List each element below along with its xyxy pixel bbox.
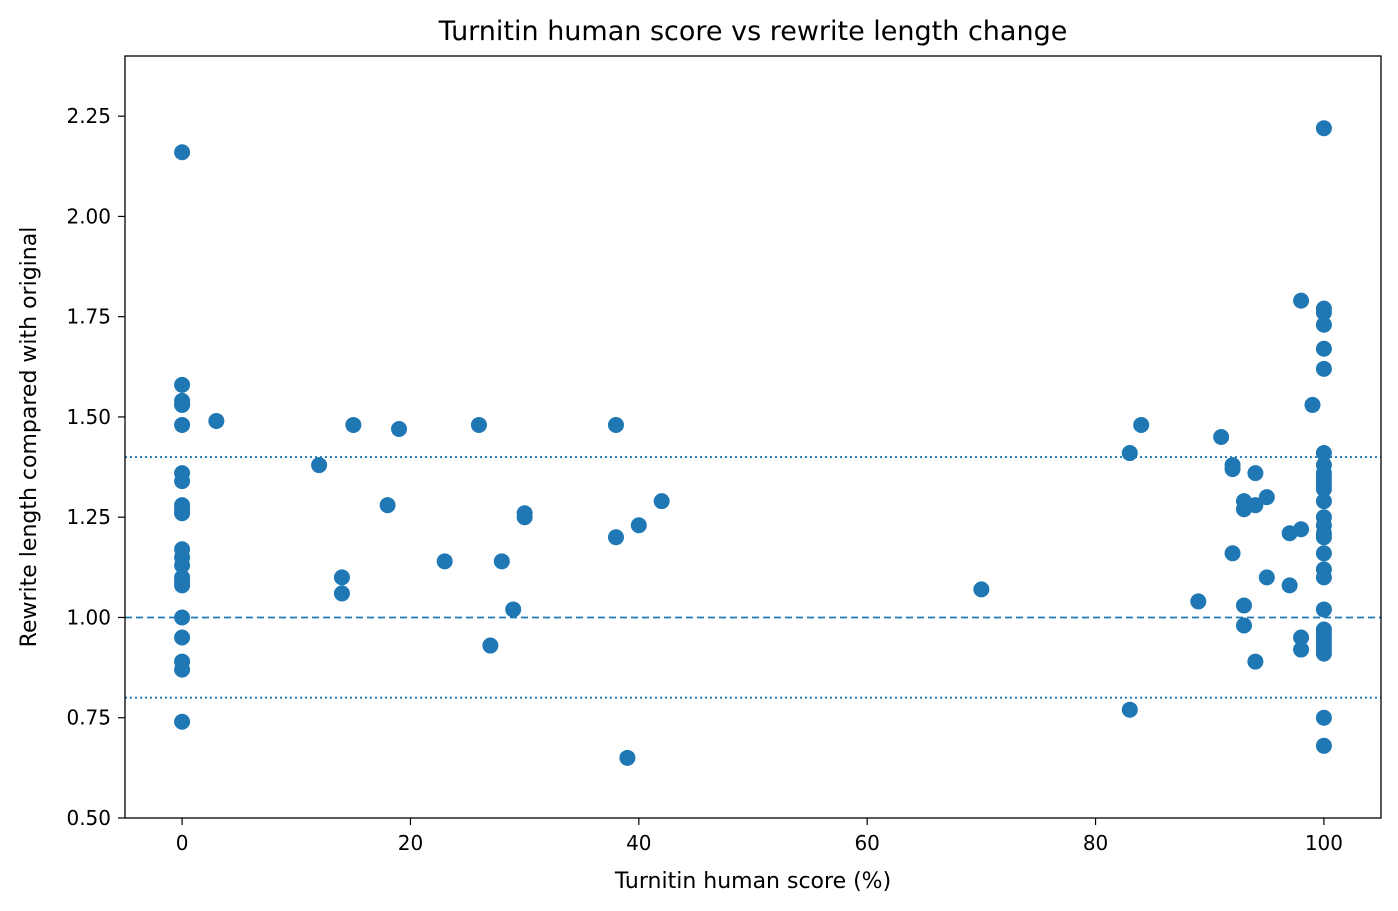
data-point [174,505,191,522]
data-point [1315,737,1332,754]
data-point [1293,521,1310,538]
data-point [1121,445,1138,462]
y-axis-label: Rewrite length compared with original [17,227,42,648]
data-point [1224,545,1241,562]
data-point [1315,493,1332,510]
data-point [493,553,510,570]
data-point [174,713,191,730]
data-point [1315,529,1332,546]
x-tick-label: 20 [398,831,423,855]
data-point [607,416,624,433]
data-point [630,517,647,534]
y-tick-label: 1.50 [66,405,111,429]
y-tick-label: 1.00 [66,605,111,629]
data-point [1293,629,1310,646]
data-point [391,420,408,437]
data-point [1247,465,1264,482]
x-tick-label: 100 [1305,831,1343,855]
data-point [1190,593,1207,610]
data-point [1293,292,1310,309]
y-tick-label: 1.75 [66,305,111,329]
data-point [1315,477,1332,494]
data-point [1235,617,1252,634]
data-point [174,144,191,161]
data-point [333,569,350,586]
data-point [470,416,487,433]
data-point [174,396,191,413]
x-tick-label: 0 [176,831,189,855]
y-tick-label: 0.50 [66,806,111,830]
plot-frame [124,55,1382,819]
data-point [1235,597,1252,614]
data-point [1315,120,1332,137]
data-point [174,609,191,626]
data-point [174,629,191,646]
x-tick-label: 80 [1083,831,1108,855]
data-points [174,120,1332,766]
data-point [516,509,533,526]
data-point [1304,396,1321,413]
data-point [174,661,191,678]
x-tick-label: 40 [626,831,651,855]
data-point [505,601,522,618]
x-axis-label: Turnitin human score (%) [614,869,891,894]
data-point [174,577,191,594]
data-point [174,473,191,490]
data-point [311,457,328,474]
data-point [1315,304,1332,321]
data-point [1315,569,1332,586]
data-point [1247,653,1264,670]
chart-title: Turnitin human score vs rewrite length c… [438,16,1068,47]
data-point [1315,601,1332,618]
data-point [1247,497,1264,514]
data-point [174,376,191,393]
data-point [482,637,499,654]
data-point [379,497,396,514]
data-point [1121,701,1138,718]
data-point [345,416,362,433]
data-point [436,553,453,570]
data-point [1258,569,1275,586]
data-point [1315,645,1332,662]
y-tick-label: 2.25 [66,104,111,128]
data-point [1315,445,1332,462]
data-point [1315,545,1332,562]
data-point [1315,360,1332,377]
data-point [208,412,225,429]
data-point [1258,489,1275,506]
y-axis-ticks: 0.50 0.75 1.00 1.25 1.50 1.75 2.00 2.25 [66,104,125,830]
y-tick-label: 1.25 [66,505,111,529]
data-point [1315,340,1332,357]
data-point [653,493,670,510]
data-point [174,557,191,574]
data-point [1315,709,1332,726]
y-tick-label: 0.75 [66,706,111,730]
data-point [607,529,624,546]
data-point [619,749,636,766]
data-point [1315,316,1332,333]
data-point [973,581,990,598]
y-tick-label: 2.00 [66,204,111,228]
data-point [174,416,191,433]
x-tick-label: 60 [854,831,879,855]
reference-lines [125,456,1381,699]
data-point [1293,641,1310,658]
data-point [333,585,350,602]
data-point [1133,416,1150,433]
data-point [1224,461,1241,478]
x-axis-ticks: 0 20 40 60 80 100 [176,818,1343,855]
data-point [1213,429,1230,445]
data-point [1281,577,1298,594]
